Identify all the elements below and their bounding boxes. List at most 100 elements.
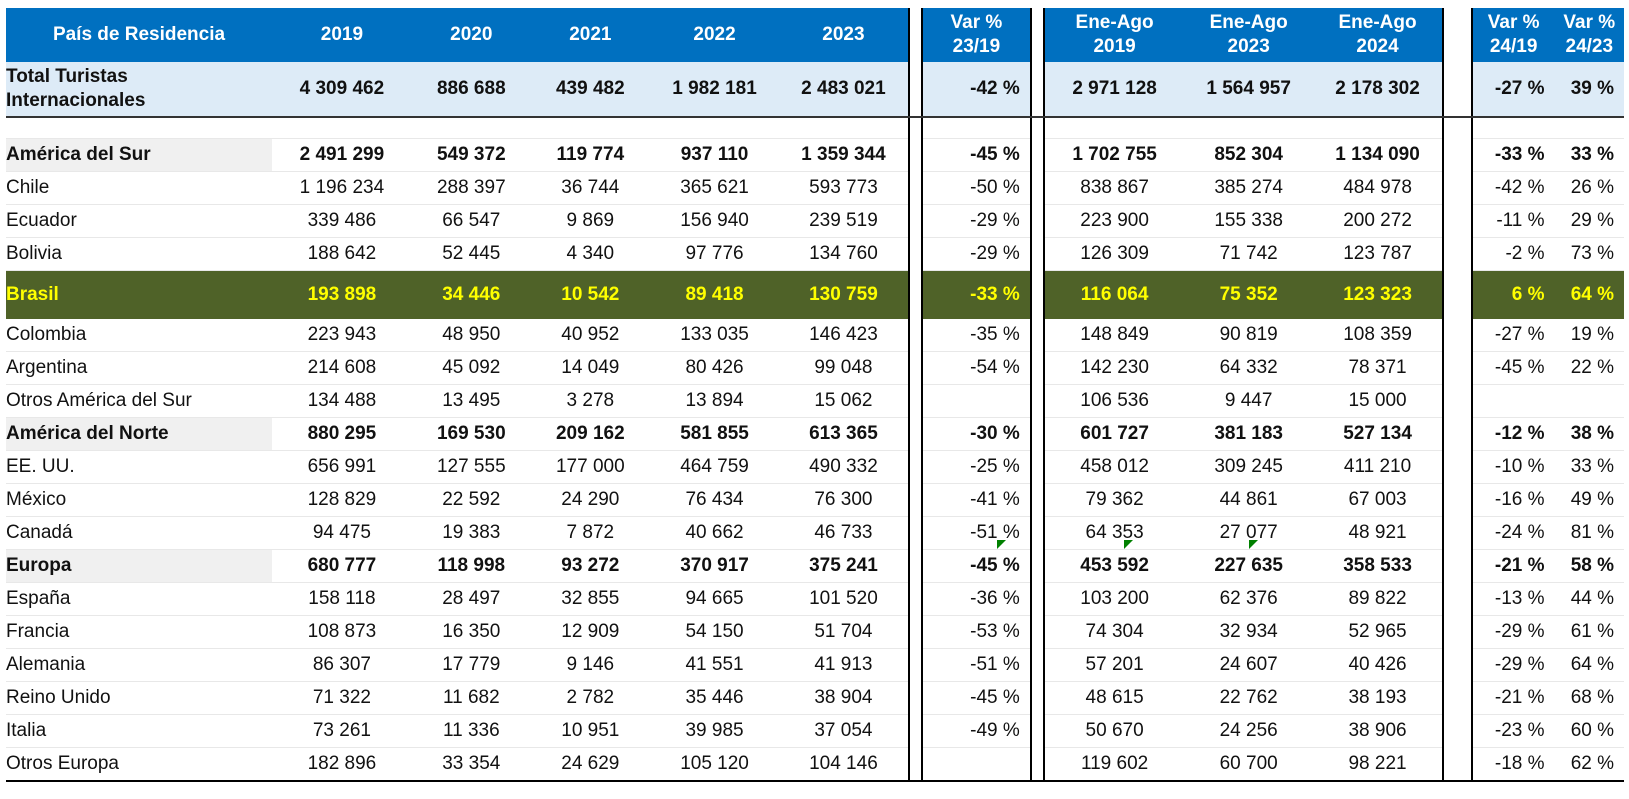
year-value: 593 773 (779, 171, 909, 205)
period-value: 126 309 (1044, 237, 1184, 271)
var-value: 33 % (1554, 138, 1624, 172)
period-value: 458 012 (1044, 450, 1184, 484)
year-header: 2020 (411, 8, 531, 62)
column-separator (1029, 714, 1046, 748)
period-value: 200 272 (1313, 204, 1443, 238)
year-value: 10 951 (530, 714, 650, 748)
column-separator (1441, 351, 1473, 385)
year-value: 223 943 (272, 319, 412, 352)
period-value: 148 849 (1044, 319, 1184, 352)
column-separator (1029, 747, 1046, 782)
column-separator (907, 237, 924, 271)
var-value: -50 % (922, 171, 1031, 205)
year-value: 34 446 (411, 270, 531, 319)
row-label: Francia (6, 615, 273, 649)
column-separator (1441, 138, 1473, 172)
var-value: -29 % (1471, 648, 1555, 682)
period-value: 57 201 (1044, 648, 1184, 682)
period-value: 123 323 (1313, 270, 1443, 319)
year-value: 169 530 (411, 417, 531, 451)
period-value: 227 635 (1183, 549, 1314, 583)
var-value: -12 % (1471, 417, 1555, 451)
var-value (922, 747, 1031, 782)
period-value: 838 867 (1044, 171, 1184, 205)
column-separator (1441, 582, 1473, 616)
var-value: -35 % (922, 319, 1031, 352)
var-header-line1: Var % (1487, 12, 1540, 33)
year-value: 1 359 344 (779, 138, 909, 172)
period-header: Ene-Ago 2019 (1044, 8, 1184, 62)
year-value: 370 917 (649, 549, 780, 583)
country-row: Italia 73 261 11 336 10 951 39 985 37 054 -49 … (6, 714, 1624, 748)
var-value: -29 % (922, 204, 1031, 238)
var-value: -18 % (1471, 747, 1555, 782)
var-header-line2: 24/19 (1489, 36, 1538, 57)
period-value: 89 822 (1313, 582, 1443, 616)
period-value: 453 592 (1044, 549, 1184, 583)
year-value: 73 261 (272, 714, 412, 748)
year-value: 37 054 (779, 714, 909, 748)
year-value: 19 383 (411, 516, 531, 550)
var-2419-header: Var % 24/19 (1471, 8, 1555, 62)
total-value: 439 482 (530, 62, 650, 118)
year-value: 188 642 (272, 237, 412, 271)
var-value: -24 % (1471, 516, 1555, 550)
var-value (1471, 384, 1555, 418)
year-value: 118 998 (411, 549, 531, 583)
column-separator (907, 62, 924, 118)
period-value: 64 332 (1183, 351, 1314, 385)
column-separator (1441, 319, 1473, 352)
year-header: 2021 (530, 8, 650, 62)
var-value: 49 % (1554, 483, 1624, 517)
period-value: 74 304 (1044, 615, 1184, 649)
var-value: -45 % (922, 549, 1031, 583)
column-separator (907, 681, 924, 715)
column-separator (907, 549, 924, 583)
year-value: 24 629 (530, 747, 650, 782)
year-value: 94 665 (649, 582, 780, 616)
year-value: 613 365 (779, 417, 909, 451)
year-value: 937 110 (649, 138, 780, 172)
year-value: 22 592 (411, 483, 531, 517)
tourism-table: País de Residencia 2019 2020 2021 2022 2… (6, 8, 1624, 782)
cell-note-marker (1249, 540, 1258, 549)
column-separator (1029, 483, 1046, 517)
var-header-line2: 24/23 (1565, 36, 1614, 57)
year-value: 16 350 (411, 615, 531, 649)
period-value: 62 376 (1183, 582, 1314, 616)
column-separator (1029, 237, 1046, 271)
period-value: 48 921 (1313, 516, 1443, 550)
year-value: 46 733 (779, 516, 909, 550)
total-label-line1: Total Turistas (6, 66, 128, 87)
cell-note-marker (997, 540, 1006, 549)
row-label: Bolivia (6, 237, 273, 271)
year-value: 193 898 (272, 270, 412, 319)
var-value: -11 % (1471, 204, 1555, 238)
year-value: 13 495 (411, 384, 531, 418)
period-value: 90 819 (1183, 319, 1314, 352)
column-separator (1029, 450, 1046, 484)
column-separator (1441, 62, 1473, 118)
year-value: 36 744 (530, 171, 650, 205)
var-value: 81 % (1554, 516, 1624, 550)
column-separator (1441, 549, 1473, 583)
year-value: 35 446 (649, 681, 780, 715)
column-separator (1441, 516, 1473, 550)
column-separator (1029, 270, 1046, 319)
total-value: 886 688 (411, 62, 531, 118)
var-value: 61 % (1554, 615, 1624, 649)
var-header-line2: 23/19 (952, 36, 1001, 57)
country-row: Reino Unido 71 322 11 682 2 782 35 446 38 904… (6, 681, 1624, 715)
period-header: Ene-Ago 2023 (1183, 8, 1314, 62)
year-value: 104 146 (779, 747, 909, 782)
var-value: -29 % (1471, 615, 1555, 649)
row-label: América del Sur (6, 138, 273, 172)
period-value: 852 304 (1183, 138, 1314, 172)
period-value: 484 978 (1313, 171, 1443, 205)
row-label: Brasil (6, 270, 273, 319)
column-separator (907, 351, 924, 385)
year-value: 365 621 (649, 171, 780, 205)
country-row: México 128 829 22 592 24 290 76 434 76 300 -41… (6, 483, 1624, 517)
column-separator (1029, 648, 1046, 682)
period-value: 22 762 (1183, 681, 1314, 715)
